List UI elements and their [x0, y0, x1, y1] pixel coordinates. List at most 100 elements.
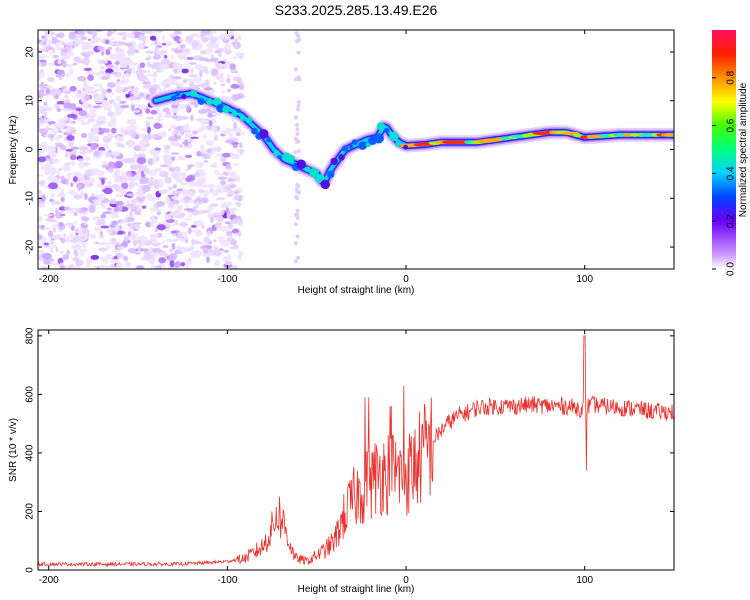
- noise-speck: [70, 146, 80, 150]
- noise-speck: [172, 76, 182, 80]
- noise-speck: [168, 202, 179, 206]
- noise-speck: [89, 135, 100, 141]
- noise-speck: [206, 231, 211, 237]
- noise-speck: [106, 30, 112, 37]
- noise-speck: [53, 227, 57, 233]
- noise-speck: [195, 161, 205, 169]
- noise-speck: [149, 87, 157, 94]
- noise-speck: [155, 200, 166, 207]
- noise-speck: [108, 46, 113, 51]
- noise-speck: [198, 109, 207, 114]
- noise-speck: [127, 248, 138, 254]
- noise-speck: [142, 30, 152, 34]
- noise-speck: [61, 85, 67, 90]
- noise-speck: [108, 198, 117, 205]
- noise-speck: [154, 38, 158, 45]
- ridge-blob: [376, 122, 386, 131]
- noise-speck: [220, 203, 228, 209]
- noise-speck: [43, 127, 53, 131]
- noise-speck: [113, 172, 120, 178]
- noise-speck: [91, 193, 95, 196]
- signal-ridge: [148, 86, 674, 190]
- noise-speck: [229, 219, 239, 224]
- noise-speck: [110, 72, 117, 75]
- noise-speck: [295, 127, 300, 132]
- noise-speck: [156, 224, 167, 231]
- noise-speck: [122, 74, 131, 78]
- noise-speck: [295, 122, 299, 127]
- noise-speck: [147, 73, 157, 77]
- y-axis-label: Frequency (Hz): [8, 116, 19, 185]
- noise-speck: [173, 63, 182, 68]
- ridge-blob: [403, 144, 408, 150]
- noise-speck: [99, 231, 104, 237]
- noise-speck: [81, 36, 88, 40]
- noise-speck: [70, 126, 74, 133]
- noise-speck: [47, 230, 54, 238]
- noise-speck: [105, 72, 111, 79]
- noise-speck: [100, 213, 107, 219]
- noise-speck: [109, 259, 120, 264]
- noise-speck: [177, 53, 187, 60]
- noise-speck: [115, 95, 120, 101]
- noise-speck: [40, 81, 45, 88]
- ridge-blob: [296, 159, 307, 170]
- noise-speck: [203, 87, 213, 91]
- noise-speck: [161, 43, 166, 46]
- noise-speck: [161, 188, 169, 193]
- y-tick-label: 600: [25, 386, 36, 403]
- ridge-blob: [197, 97, 205, 105]
- noise-speck: [204, 245, 213, 249]
- noise-speck: [141, 128, 148, 132]
- noise-speck: [210, 54, 214, 58]
- noise-speck: [164, 54, 168, 59]
- noise-speck: [209, 36, 219, 43]
- noise-speck: [59, 190, 65, 198]
- noise-speck: [183, 235, 189, 240]
- noise-speck: [83, 94, 90, 102]
- noise-speck: [116, 246, 125, 250]
- noise-speck: [114, 107, 124, 114]
- noise-speck: [140, 170, 145, 178]
- noise-speck: [145, 70, 151, 74]
- noise-speck: [148, 180, 155, 186]
- noise-speck: [151, 248, 162, 253]
- noise-speck: [51, 158, 60, 164]
- noise-speck: [138, 141, 145, 147]
- noise-speck: [58, 221, 64, 227]
- noise-speck: [174, 260, 181, 268]
- noise-speck: [117, 143, 125, 148]
- noise-speck: [77, 158, 85, 162]
- noise-speck: [234, 42, 238, 50]
- ridge-blob: [258, 129, 269, 139]
- noise-speck: [98, 71, 103, 76]
- noise-speck: [177, 204, 183, 212]
- noise-speck: [209, 188, 214, 194]
- noise-speck: [174, 215, 184, 219]
- noise-speck: [198, 119, 208, 124]
- x-tick-label: 0: [403, 575, 409, 586]
- noise-speck: [237, 253, 242, 261]
- noise-speck: [73, 194, 83, 200]
- noise-speck: [296, 99, 301, 104]
- noise-speck: [195, 171, 201, 178]
- noise-speck: [90, 143, 98, 151]
- noise-speck: [99, 85, 103, 90]
- noise-speck: [139, 62, 146, 68]
- figure-title: S233.2025.285.13.49.E26: [274, 2, 438, 18]
- ridge-blob: [358, 141, 368, 150]
- noise-speck: [201, 225, 206, 229]
- noise-speck: [132, 151, 138, 160]
- noise-speck: [206, 256, 210, 264]
- noise-speck: [239, 148, 243, 156]
- noise-speck: [235, 52, 246, 57]
- noise-speck: [41, 237, 47, 242]
- noise-speck: [154, 178, 159, 186]
- noise-speck: [75, 259, 84, 266]
- noise-speck: [77, 59, 85, 64]
- noise-speck: [189, 251, 197, 259]
- noise-speck: [50, 240, 54, 246]
- noise-speck: [150, 109, 158, 115]
- noise-speck: [52, 54, 59, 59]
- noise-speck: [43, 260, 51, 265]
